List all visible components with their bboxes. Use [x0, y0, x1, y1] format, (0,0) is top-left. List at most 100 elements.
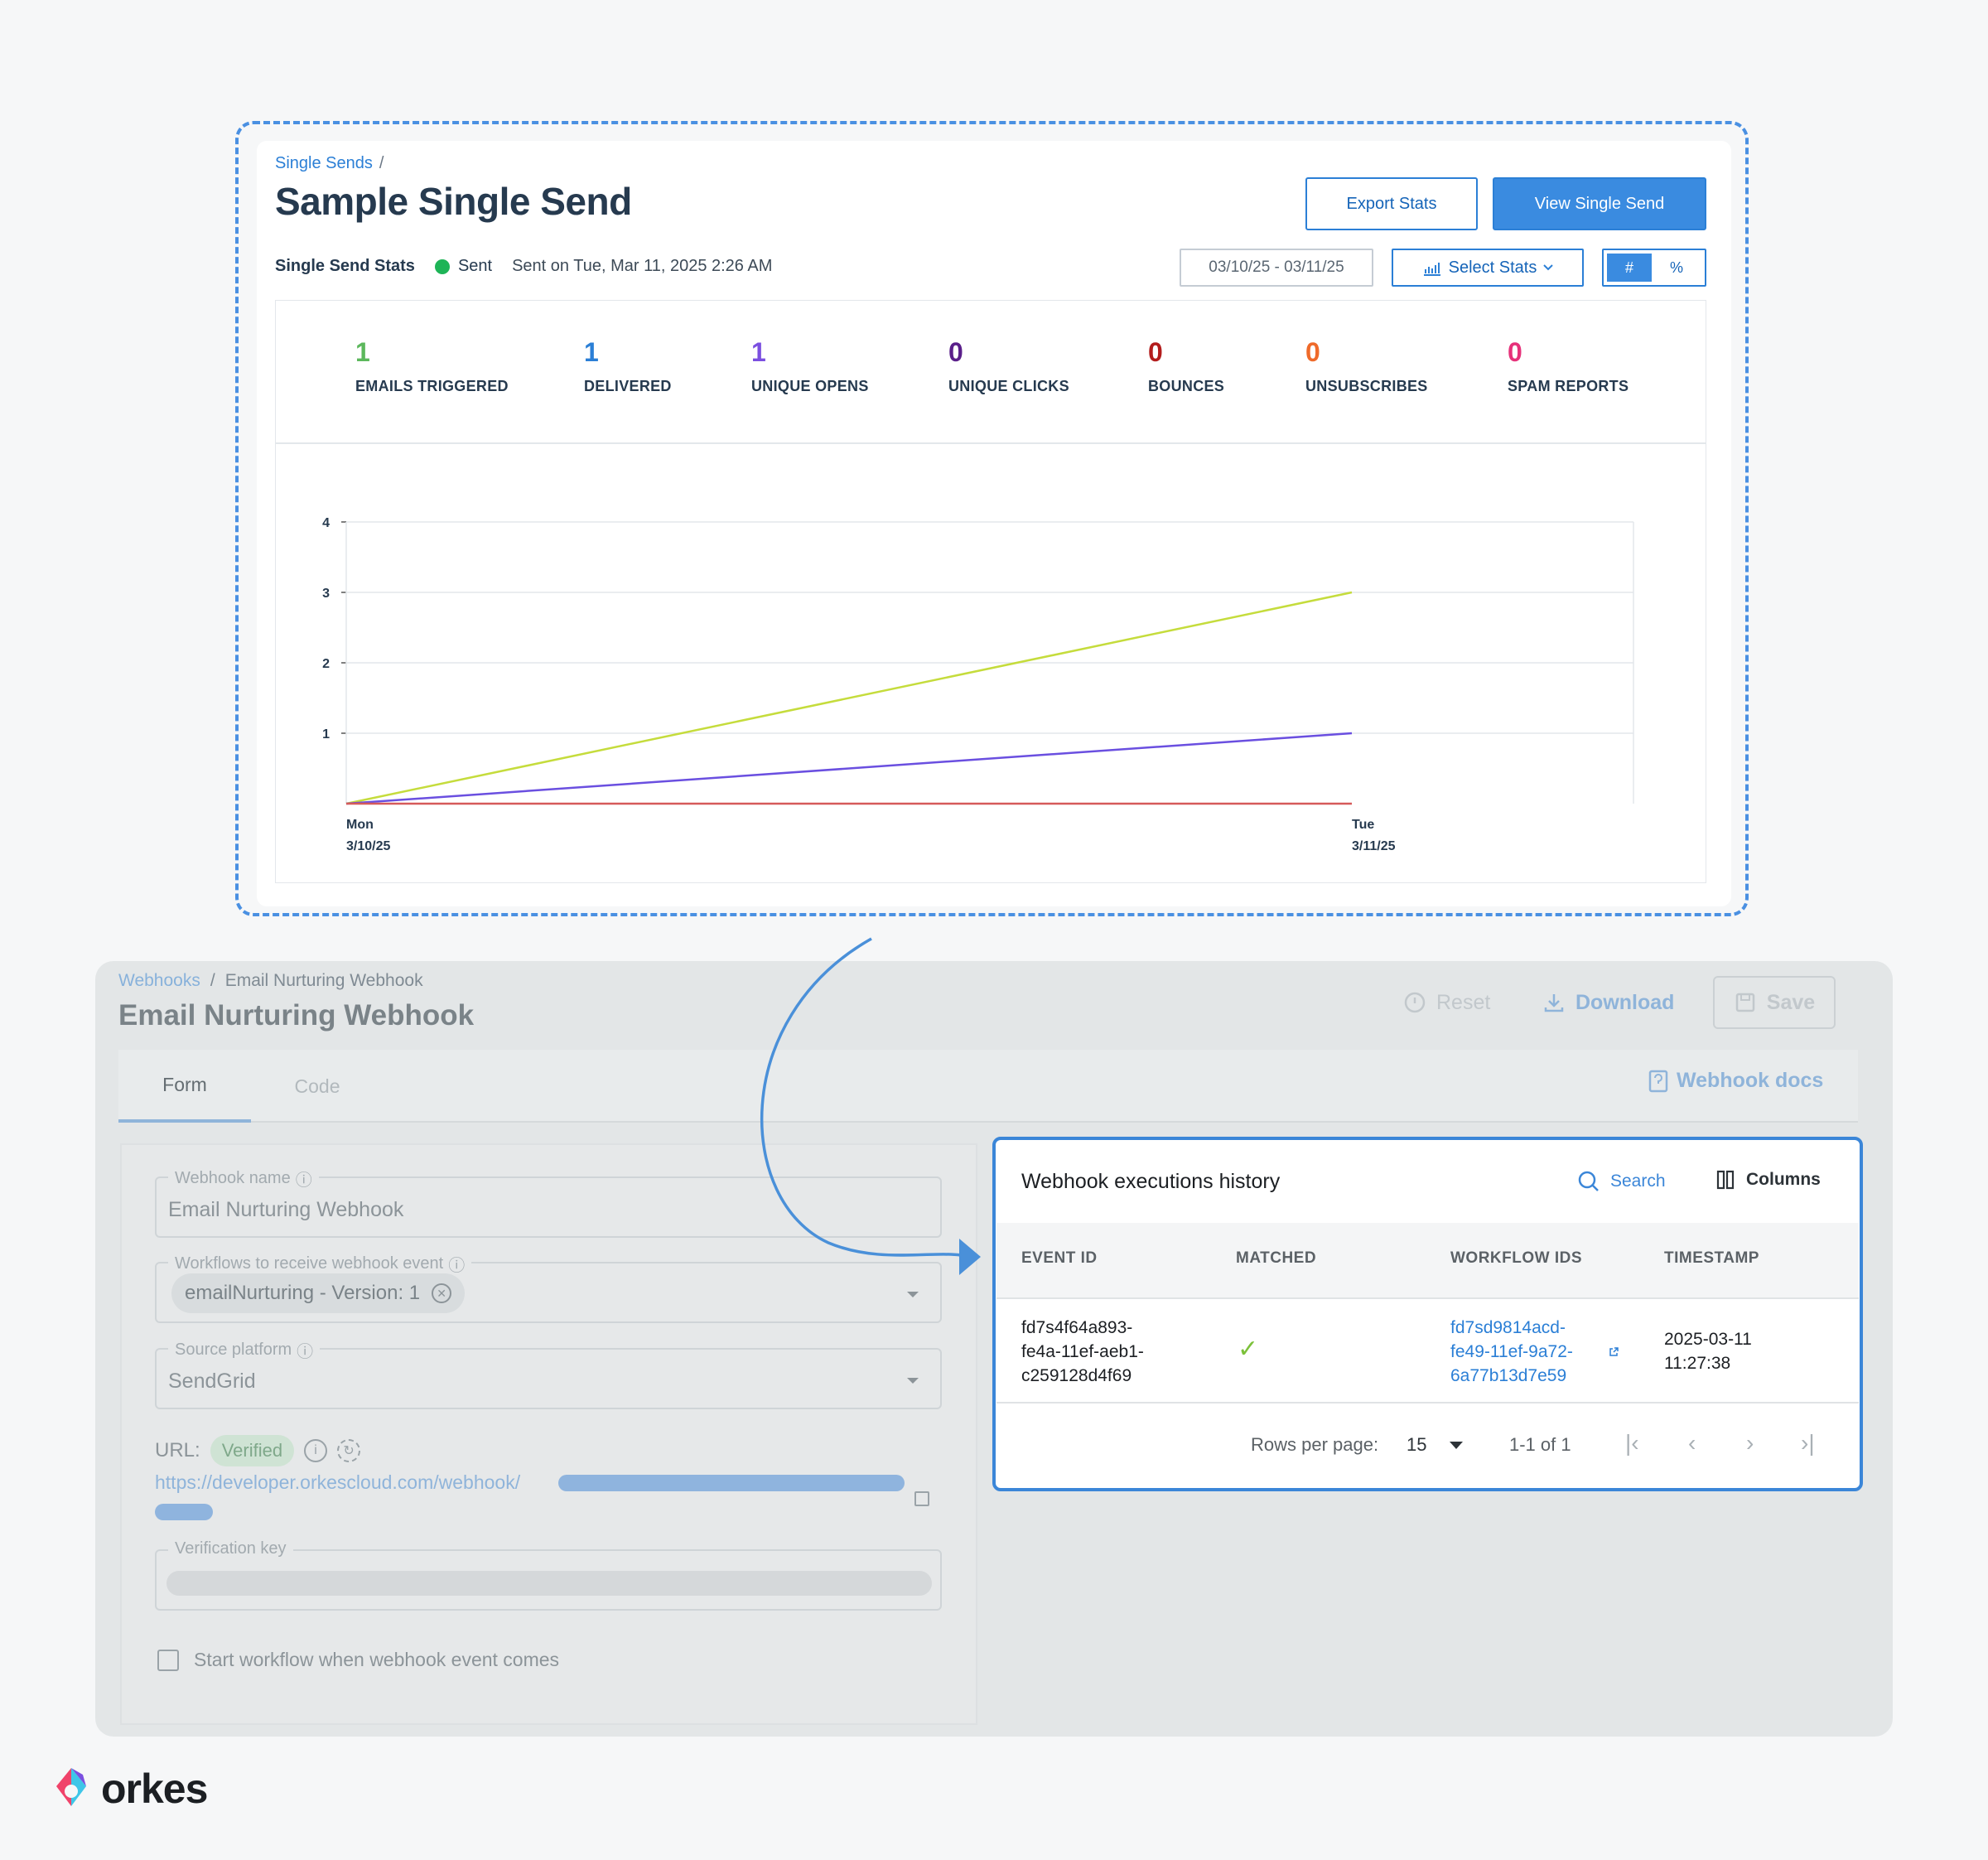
highlight-frame — [235, 121, 1749, 916]
count-percent-toggle: # % — [1602, 249, 1706, 287]
field-label-text: Workflows to receive webhook event — [175, 1254, 444, 1273]
search-label: Search — [1610, 1172, 1666, 1191]
workflow-id-line: fd7sd9814acd- — [1450, 1318, 1566, 1337]
row-divider — [996, 1402, 1859, 1403]
webhook-name-value: Email Nurturing Webhook — [168, 1198, 404, 1221]
workflows-select[interactable]: Workflows to receive webhook event ⓘ emai… — [155, 1252, 942, 1323]
save-label: Save — [1766, 990, 1816, 1014]
info-icon: ⓘ — [448, 1257, 466, 1275]
start-workflow-checkbox[interactable] — [157, 1649, 179, 1671]
pagination-range: 1-1 of 1 — [1509, 1434, 1571, 1455]
view-single-send-button[interactable]: View Single Send — [1493, 177, 1706, 230]
download-label: Download — [1575, 990, 1675, 1014]
webhook-name-field[interactable]: Webhook name ⓘ Email Nurturing Webhook — [155, 1167, 942, 1238]
field-label: Workflows to receive webhook event ⓘ — [168, 1252, 472, 1276]
columns-button[interactable]: Columns — [1716, 1170, 1821, 1190]
breadcrumb: Webhooks / Email Nurturing Webhook — [118, 971, 423, 991]
verified-badge: Verified — [210, 1435, 295, 1466]
save-button[interactable]: Save — [1713, 976, 1836, 1029]
metric-value: 1 — [751, 337, 766, 367]
field-label: Source platform ⓘ — [168, 1338, 321, 1362]
metric-value: 0 — [1148, 337, 1163, 367]
copy-icon[interactable] — [914, 1491, 929, 1506]
metric-label: UNIQUE OPENS — [751, 378, 869, 394]
metric-bounces: 0 BOUNCES — [1148, 337, 1224, 395]
metric-label: DELIVERED — [584, 378, 672, 394]
rows-per-page-select[interactable]: 15 — [1407, 1434, 1427, 1455]
download-button[interactable]: Download — [1542, 976, 1674, 1029]
executions-title: Webhook executions history — [1021, 1170, 1281, 1193]
status-dot-icon — [434, 258, 450, 274]
breadcrumb-link-single-sends[interactable]: Single Sends — [275, 154, 373, 172]
toggle-percent[interactable]: % — [1669, 258, 1683, 276]
single-send-card — [257, 141, 1731, 906]
verification-key-field[interactable]: Verification key — [155, 1539, 942, 1611]
redacted-key — [166, 1571, 932, 1596]
source-platform-select[interactable]: Source platform ⓘ SendGrid — [155, 1338, 942, 1409]
x-tick-label: Mon — [346, 818, 374, 832]
chart-icon — [1423, 263, 1440, 276]
y-tick-label: 4 — [322, 516, 330, 530]
info-icon[interactable]: i — [304, 1439, 328, 1462]
tab-code[interactable]: Code — [294, 1075, 340, 1097]
x-tick-label: 3/10/25 — [346, 839, 390, 853]
field-label-text: Source platform — [175, 1341, 292, 1359]
refresh-icon[interactable]: ↻ — [337, 1439, 361, 1462]
info-icon: ⓘ — [295, 1172, 312, 1190]
reset-button[interactable]: Reset — [1403, 976, 1490, 1029]
redacted-url — [558, 1475, 905, 1491]
docs-icon — [1648, 1070, 1668, 1092]
webhook-url[interactable]: https://developer.orkescloud.com/webhook… — [155, 1471, 521, 1493]
rows-per-page-label: Rows per page: — [1251, 1434, 1379, 1455]
breadcrumb-separator: / — [379, 154, 384, 172]
event-id-line: fe4a-11ef-aeb1- — [1021, 1342, 1144, 1361]
series-line — [345, 732, 1353, 805]
tab-form[interactable]: Form — [118, 1050, 251, 1123]
event-id-line: fd7s4f64a893- — [1021, 1318, 1133, 1337]
save-icon — [1735, 993, 1755, 1012]
breadcrumb-link-webhooks[interactable]: Webhooks — [118, 971, 200, 990]
metric-unsubscribes: 0 UNSUBSCRIBES — [1305, 337, 1428, 395]
chevron-down-icon — [907, 1378, 919, 1384]
external-link-icon[interactable] — [1609, 1347, 1619, 1357]
series-line — [345, 591, 1353, 805]
workflow-id-line: fe49-11ef-9a72- — [1450, 1342, 1573, 1361]
remove-chip-icon[interactable]: ✕ — [432, 1283, 452, 1303]
event-id-line: c259128d4f69 — [1021, 1366, 1132, 1385]
export-stats-button[interactable]: Export Stats — [1305, 177, 1478, 230]
date-range-picker[interactable]: 03/10/25 - 03/11/25 — [1180, 249, 1373, 287]
metric-value: 1 — [584, 337, 599, 367]
last-page-icon[interactable]: ›| — [1801, 1430, 1815, 1456]
select-stats-dropdown[interactable]: Select Stats — [1392, 249, 1584, 287]
metric-value: 0 — [1305, 337, 1320, 367]
column-header-timestamp[interactable]: TIMESTAMP — [1664, 1249, 1759, 1267]
first-page-icon[interactable]: |‹ — [1625, 1430, 1639, 1456]
stats-header: Single Send Stats Sent Sent on Tue, Mar … — [275, 257, 772, 276]
sent-on-text: Sent on Tue, Mar 11, 2025 2:26 AM — [512, 257, 773, 275]
webhook-docs-link[interactable]: Webhook docs — [1648, 1069, 1823, 1093]
metric-spam-reports: 0 SPAM REPORTS — [1508, 337, 1629, 395]
columns-icon — [1716, 1170, 1735, 1190]
metrics-summary: 1 EMAILS TRIGGERED 1 DELIVERED 1 UNIQUE OPE… — [275, 300, 1706, 444]
chevron-down-icon — [907, 1292, 919, 1297]
column-header-matched[interactable]: MATCHED — [1236, 1249, 1317, 1267]
metric-unique-opens: 1 UNIQUE OPENS — [751, 337, 869, 395]
column-header-workflow-ids[interactable]: WORKFLOW IDS — [1450, 1249, 1583, 1267]
workflow-id-link[interactable]: fd7sd9814acd- fe49-11ef-9a72- 6a77b13d7e… — [1450, 1316, 1573, 1388]
chevron-down-icon — [1450, 1442, 1463, 1449]
previous-page-icon[interactable]: ‹ — [1688, 1430, 1696, 1456]
orkes-logo: orkes — [48, 1765, 208, 1813]
x-tick-label: Tue — [1352, 818, 1374, 832]
webhook-form — [120, 1143, 977, 1725]
next-page-icon[interactable]: › — [1746, 1430, 1754, 1456]
timestamp-line: 11:27:38 — [1664, 1354, 1731, 1373]
orkes-logo-text: orkes — [101, 1766, 208, 1812]
search-button[interactable]: Search — [1577, 1170, 1666, 1193]
executions-history-panel — [992, 1137, 1863, 1491]
reset-label: Reset — [1436, 990, 1491, 1014]
toggle-count[interactable]: # — [1607, 254, 1652, 282]
url-label: URL: — [155, 1439, 200, 1461]
field-label: Verification key — [168, 1539, 293, 1558]
column-header-event-id[interactable]: EVENT ID — [1021, 1249, 1098, 1267]
metric-unique-clicks: 0 UNIQUE CLICKS — [948, 337, 1069, 395]
